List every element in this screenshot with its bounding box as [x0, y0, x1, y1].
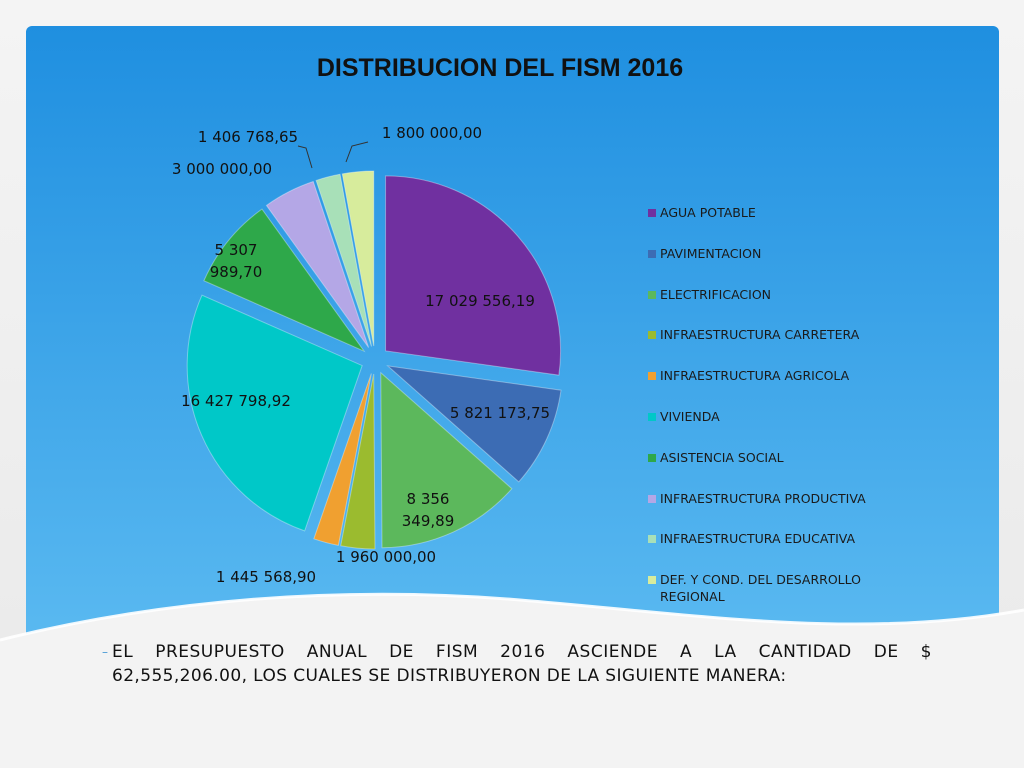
pie-slice-vivienda	[186, 294, 363, 532]
legend-label: DEF. Y COND. DEL DESARROLLO REGIONAL	[660, 572, 861, 605]
legend-swatch	[648, 372, 656, 381]
pie-slices	[186, 170, 562, 550]
legend-swatch	[648, 453, 656, 462]
legend-item: INFRAESTRUCTURA PRODUCTIVA	[648, 490, 898, 531]
data-label: 16 427 798,92	[181, 392, 291, 410]
leader-line	[345, 141, 369, 163]
data-label: 1 960 000,00	[336, 548, 436, 566]
pie-slice-pavimentacion	[386, 365, 562, 483]
legend-swatch	[648, 331, 656, 340]
legend-swatch	[648, 576, 656, 585]
legend-label: INFRAESTRUCTURA PRODUCTIVA	[660, 490, 866, 506]
legend-swatch	[648, 249, 656, 258]
data-label: 17 029 556,19	[425, 292, 535, 310]
legend-item: ELECTRIFICACION	[648, 286, 898, 327]
data-label: 5 821 173,75	[450, 404, 550, 422]
legend-label: AGUA POTABLE	[660, 205, 756, 220]
data-label: 8 356 349,89	[402, 490, 455, 530]
legend-item: AGUA POTABLE	[648, 204, 898, 245]
legend-label: PAVIMENTACION	[660, 245, 762, 261]
caption-word: FISM	[435, 642, 479, 662]
data-label: 1 445 568,90	[216, 568, 316, 586]
caption-line-1: EL PRESUPUESTO ANUAL DE FISM 2016 ASCIENDE A LA C…	[112, 640, 932, 664]
legend-label: VIVIENDA	[660, 408, 720, 424]
caption-word: A	[680, 642, 693, 662]
pie-slice-infraestructura-agricola	[313, 373, 372, 546]
pie-slice-def-y-cond-del-desarrollo-regional	[341, 170, 375, 347]
caption-word: $	[920, 642, 932, 662]
caption-word: ASCIENDE	[567, 642, 659, 662]
data-label: 3 000 000,00	[172, 160, 272, 178]
pie-slice-infraestructura-carretera	[340, 373, 376, 550]
legend-swatch	[648, 209, 656, 217]
data-label: 5 307 989,70	[210, 241, 263, 281]
caption-word: EL	[112, 642, 134, 662]
pie-slice-infraestructura-educativa	[315, 173, 373, 347]
legend-item: INFRAESTRUCTURA EDUCATIVA	[648, 530, 898, 571]
caption: – EL PRESUPUESTO ANUAL DE FISM 2016 ASCIENDE A L…	[102, 640, 932, 688]
legend-swatch	[648, 290, 656, 299]
caption-word: PRESUPUESTO	[155, 642, 285, 662]
legend-item: PAVIMENTACION	[648, 245, 898, 286]
legend-item: DEF. Y COND. DEL DESARROLLO REGIONAL	[648, 571, 898, 612]
data-labels: 17 029 556,19 5 821 173,75 8 356 349,89 1 96…	[172, 124, 550, 586]
pie-slice-electrificacion	[380, 371, 513, 549]
legend-label: INFRAESTRUCTURA EDUCATIVA	[660, 531, 856, 547]
caption-line-2: 62,555,206.00, LOS CUALES SE DISTRIBUYER…	[112, 666, 787, 686]
legend-swatch	[648, 535, 656, 544]
legend-label: ASISTENCIA SOCIAL	[660, 449, 784, 465]
legend-label: INFRAESTRUCTURA AGRICOLA	[660, 368, 850, 384]
legend-item: VIVIENDA	[648, 408, 898, 449]
data-label: 1 406 768,65	[198, 128, 298, 146]
caption-word: DE	[873, 642, 899, 662]
caption-word: DE	[389, 642, 414, 662]
data-label: 1 800 000,00	[382, 124, 482, 142]
pie-slice-infraestructura-productiva	[265, 180, 370, 348]
pie-slice-agua-potable	[385, 175, 562, 376]
leader-lines	[297, 141, 369, 169]
legend-item: INFRAESTRUCTURA CARRETERA	[648, 326, 898, 367]
chart-title: DISTRIBUCION DEL FISM 2016	[316, 54, 684, 82]
legend-label: ELECTRIFICACION	[660, 286, 772, 302]
caption-word: ANUAL	[306, 642, 368, 662]
caption-bullet: –	[102, 645, 108, 659]
legend-swatch	[648, 412, 656, 421]
chart-legend: AGUA POTABLE PAVIMENTACION ELECTRIFICACION…	[648, 204, 898, 612]
legend-item: INFRAESTRUCTURA AGRICOLA	[648, 367, 898, 408]
legend-item: ASISTENCIA SOCIAL	[648, 449, 898, 490]
caption-word: LA	[714, 642, 737, 662]
legend-label: INFRAESTRUCTURA CARRETERA	[660, 327, 860, 343]
pie-slice-asistencia-social	[203, 208, 366, 353]
caption-word: 2016	[500, 642, 546, 662]
caption-word: CANTIDAD	[758, 642, 852, 662]
legend-swatch	[648, 494, 656, 503]
leader-line	[297, 145, 313, 169]
